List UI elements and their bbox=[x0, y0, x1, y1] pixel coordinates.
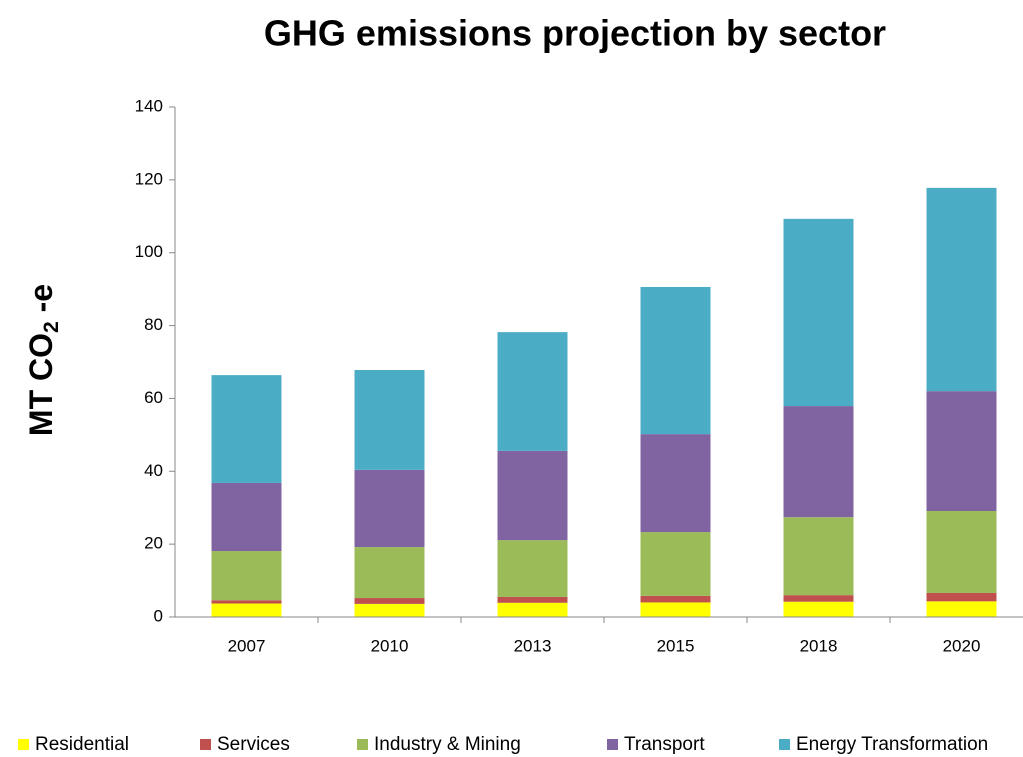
x-tick-label: 2018 bbox=[800, 636, 838, 655]
x-tick-label: 2010 bbox=[371, 636, 409, 655]
bar-segment bbox=[354, 370, 425, 470]
bar-segment bbox=[640, 434, 711, 533]
y-tick-label: 120 bbox=[135, 169, 163, 188]
bar-segment bbox=[497, 596, 568, 603]
bar-segment bbox=[640, 286, 711, 435]
x-tick-label: 2015 bbox=[657, 636, 695, 655]
legend-label: Energy Transformation bbox=[796, 734, 988, 755]
bar-segment bbox=[640, 595, 711, 603]
legend-label: Transport bbox=[624, 734, 705, 755]
y-tick-label: 40 bbox=[144, 461, 163, 480]
bar-segment bbox=[354, 547, 425, 599]
y-tick-label: 20 bbox=[144, 534, 163, 553]
bar-segment bbox=[497, 450, 568, 541]
legend-swatch bbox=[200, 739, 211, 750]
bar-segment bbox=[497, 540, 568, 597]
bar-segment bbox=[211, 375, 282, 483]
x-tick-label: 2013 bbox=[514, 636, 552, 655]
x-tick-label: 2020 bbox=[943, 636, 981, 655]
bar-segment bbox=[783, 601, 854, 617]
bar-segment bbox=[926, 592, 997, 602]
y-tick-label: 80 bbox=[144, 315, 163, 334]
y-axis-label: MT CO2 -e bbox=[23, 284, 62, 436]
legend-swatch bbox=[357, 739, 368, 750]
y-label-sub: 2 bbox=[40, 321, 63, 333]
legend-swatch bbox=[607, 739, 618, 750]
bar-segment bbox=[783, 218, 854, 407]
y-label-part: MT CO bbox=[23, 333, 59, 436]
bar-segment bbox=[783, 517, 854, 596]
bar-segment bbox=[926, 187, 997, 392]
bar-segment bbox=[211, 551, 282, 601]
y-tick-label: 100 bbox=[135, 242, 163, 261]
bar-segment bbox=[497, 602, 568, 617]
bar-segment bbox=[354, 603, 425, 617]
bar-segment bbox=[211, 600, 282, 604]
bar-segment bbox=[640, 602, 711, 617]
bar-segment bbox=[354, 469, 425, 548]
bar-segment bbox=[783, 406, 854, 518]
bar-segment bbox=[783, 595, 854, 602]
bar-segment bbox=[211, 603, 282, 617]
bar-segment bbox=[497, 332, 568, 451]
bar-segment bbox=[926, 391, 997, 511]
x-tick-label: 2007 bbox=[228, 636, 266, 655]
y-tick-label: 60 bbox=[144, 388, 163, 407]
bar-segment bbox=[926, 510, 997, 593]
bar-segment bbox=[640, 532, 711, 596]
chart-title: GHG emissions projection by sector bbox=[264, 13, 886, 54]
y-tick-label: 140 bbox=[135, 96, 163, 115]
legend-label: Industry & Mining bbox=[374, 734, 521, 755]
bar-segment bbox=[354, 598, 425, 604]
y-label-part: -e bbox=[23, 284, 59, 321]
legend-swatch bbox=[18, 739, 29, 750]
legend-label: Residential bbox=[35, 734, 129, 755]
legend-swatch bbox=[779, 739, 790, 750]
bar-segment bbox=[211, 482, 282, 552]
y-tick-label: 0 bbox=[154, 606, 163, 625]
bar-segment bbox=[926, 601, 997, 617]
legend-label: Services bbox=[217, 734, 290, 755]
